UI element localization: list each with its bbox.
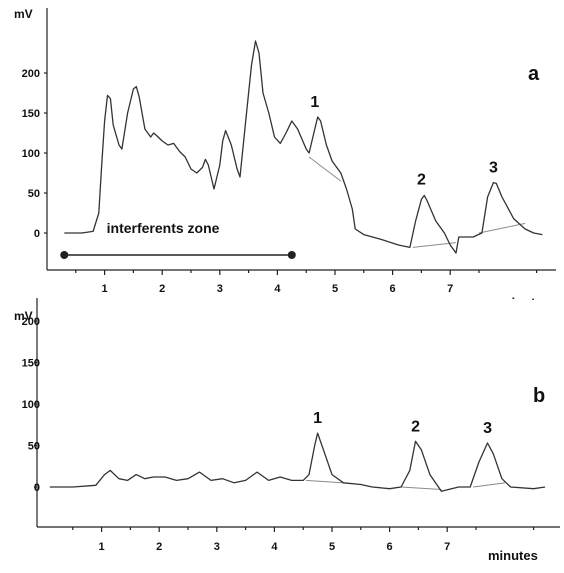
y-tick-label: 100 [22, 148, 40, 160]
x-tick-label: 2 [159, 283, 165, 295]
interferents-zone-end-dot [287, 251, 296, 259]
peak-baseline [401, 486, 442, 490]
x-tick-label: 5 [332, 283, 338, 295]
interferents-zone-label: interferents zone [107, 220, 220, 236]
panel-label: a [528, 63, 540, 85]
peak-label: 1 [310, 94, 319, 111]
peak-baseline [308, 156, 342, 182]
x-axis-unit-label: minutes [488, 548, 538, 563]
y-tick-label: 150 [22, 108, 40, 120]
x-tick-label: 7 [447, 283, 453, 295]
y-axis-unit-label: mV [14, 7, 33, 21]
peak-baseline [473, 482, 505, 488]
interferents-zone-start-dot [60, 251, 69, 259]
x-tick-label: 6 [387, 541, 393, 553]
x-tick-label: 3 [214, 541, 220, 553]
y-tick-label: 0 [34, 482, 40, 494]
chromatogram-b-plot: mV 0 50 100 150 200 1 2 3 4 5 6 7 minutes b 1 2 3 [14, 298, 560, 563]
y-tick-label: 50 [28, 188, 40, 200]
x-tick-label: 3 [217, 283, 223, 295]
y-tick-label: 50 [28, 441, 40, 453]
peak-label: 3 [483, 420, 492, 437]
peak-label: 1 [313, 410, 322, 427]
peak-baseline [306, 479, 344, 484]
chromatogram-a-plot: mV0501001502001234567minutesa123interfer… [14, 7, 556, 310]
x-tick-label: 1 [102, 283, 108, 295]
y-tick-label: 100 [22, 399, 40, 411]
chromatogram-trace [49, 432, 546, 492]
y-tick-label: 150 [22, 358, 40, 370]
chromatogram-trace [64, 40, 543, 254]
peak-baseline [478, 222, 526, 234]
x-tick-label: 7 [444, 541, 450, 553]
y-tick-label: 200 [22, 316, 40, 328]
x-tick-label: 2 [156, 541, 162, 553]
chromatogram-panel-b: mV 0 50 100 150 200 1 2 3 4 5 6 7 minutes b 1 2 3 [0, 290, 564, 568]
peak-label: 2 [417, 172, 426, 189]
x-tick-label: 1 [99, 541, 105, 553]
y-tick-label: 0 [34, 228, 40, 240]
chromatogram-panel-a: mV0501001502001234567minutesa123interfer… [14, 7, 556, 310]
x-tick-label: 6 [390, 283, 396, 295]
y-axis-unit-label: mV [14, 309, 33, 323]
y-tick-label: 200 [22, 68, 40, 80]
x-tick-label: 4 [274, 283, 281, 295]
x-tick-label: 5 [329, 541, 335, 553]
x-tick-label: 4 [271, 541, 278, 553]
peak-label: 2 [411, 418, 420, 435]
peak-label: 3 [489, 160, 498, 177]
panel-label: b [533, 385, 545, 407]
